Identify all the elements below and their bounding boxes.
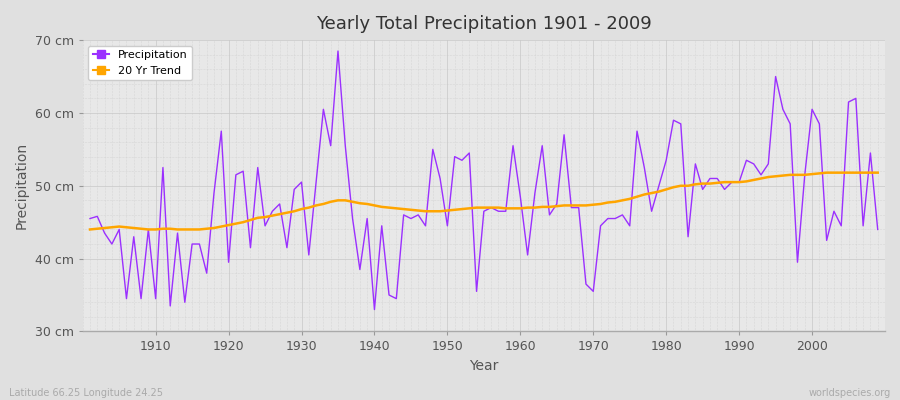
Text: Latitude 66.25 Longitude 24.25: Latitude 66.25 Longitude 24.25	[9, 388, 163, 398]
Legend: Precipitation, 20 Yr Trend: Precipitation, 20 Yr Trend	[88, 46, 193, 80]
Title: Yearly Total Precipitation 1901 - 2009: Yearly Total Precipitation 1901 - 2009	[316, 15, 652, 33]
Text: worldspecies.org: worldspecies.org	[809, 388, 891, 398]
X-axis label: Year: Year	[469, 359, 499, 373]
Y-axis label: Precipitation: Precipitation	[15, 142, 29, 229]
